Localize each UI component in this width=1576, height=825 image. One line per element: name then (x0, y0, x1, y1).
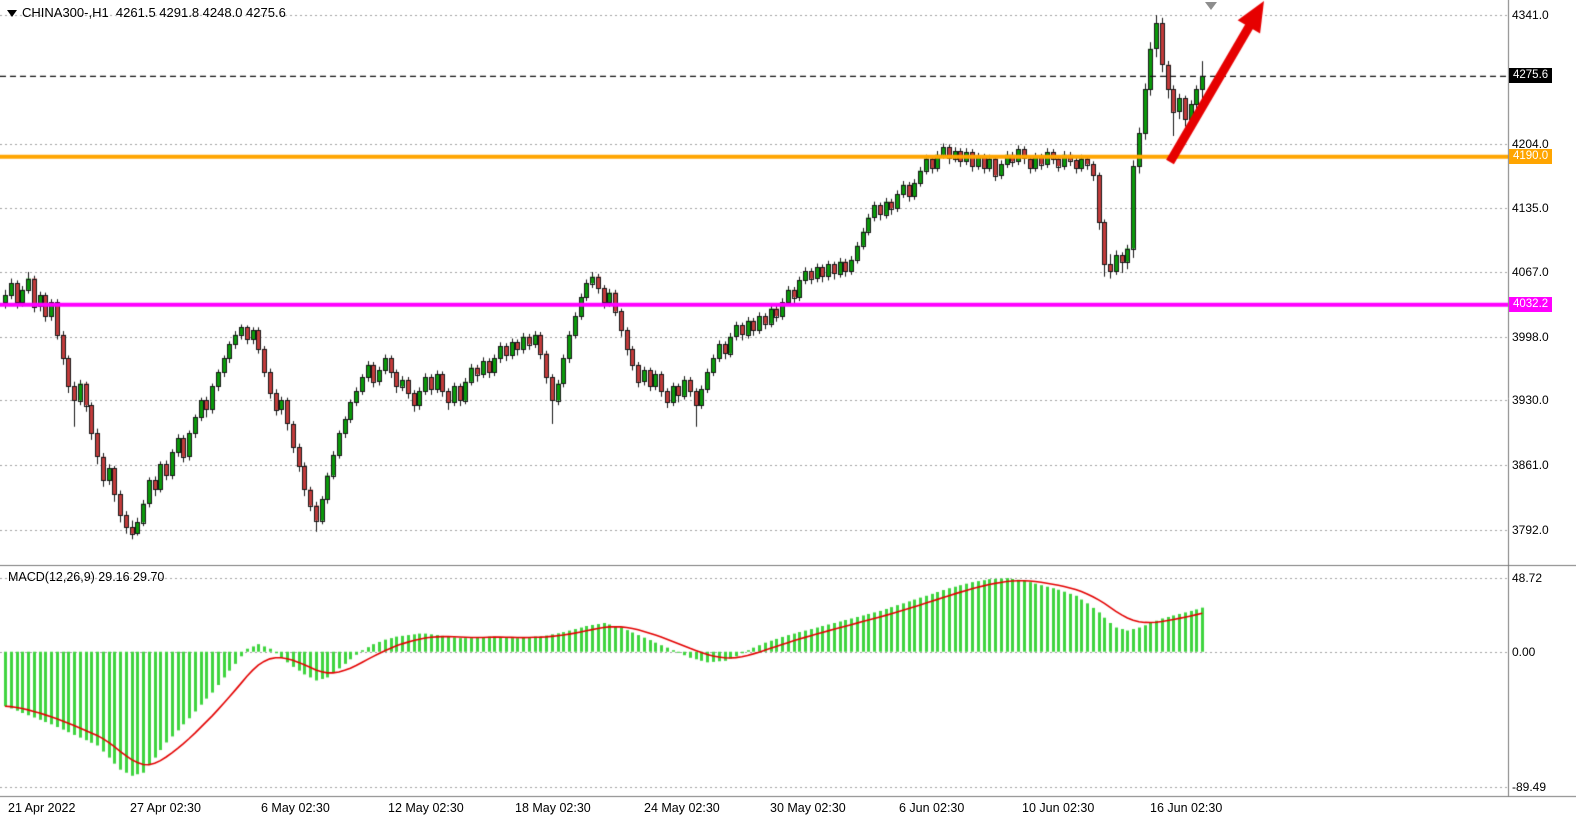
time-label: 10 Jun 02:30 (1022, 801, 1095, 815)
price-grid-label: 4067.0 (1512, 264, 1549, 279)
macd-scale-label: 0.00 (1512, 644, 1536, 659)
price-grid-label: 4341.0 (1512, 8, 1549, 22)
price-grid-label: 3861.0 (1512, 458, 1549, 473)
macd-scale-label: 48.72 (1512, 571, 1543, 586)
macd-scale-label: -89.49 (1512, 780, 1547, 795)
price-badge: 4032.2 (1509, 296, 1553, 312)
time-label: 18 May 02:30 (515, 801, 591, 815)
price-badge: 4190.0 (1509, 148, 1553, 164)
price-grid-label: 3930.0 (1512, 393, 1549, 408)
time-label: 21 Apr 2022 (8, 801, 76, 815)
time-label: 30 May 02:30 (770, 801, 846, 815)
price-grid-label: 4204.0 (1512, 136, 1549, 151)
price-grid-label: 4135.0 (1512, 201, 1549, 216)
time-label: 6 Jun 02:30 (899, 801, 965, 815)
price-grid-label: 3998.0 (1512, 329, 1549, 344)
time-label: 24 May 02:30 (644, 801, 720, 815)
time-label: 6 May 02:30 (261, 801, 330, 815)
time-label: 27 Apr 02:30 (130, 801, 201, 815)
price-badge: 4275.6 (1509, 68, 1553, 84)
macd-indicator-label: MACD(12,26,9) 29.16 29.70 (8, 570, 165, 584)
symbol-menu-icon[interactable] (7, 10, 17, 17)
time-label: 12 May 02:30 (388, 801, 464, 815)
time-label: 16 Jun 02:30 (1150, 801, 1223, 815)
price-grid-label: 3792.0 (1512, 522, 1549, 537)
symbol-ohlc-info: CHINA300-,H1 4261.5 4291.8 4248.0 4275.6 (22, 5, 286, 20)
chart-shift-marker-icon[interactable] (1205, 2, 1217, 10)
